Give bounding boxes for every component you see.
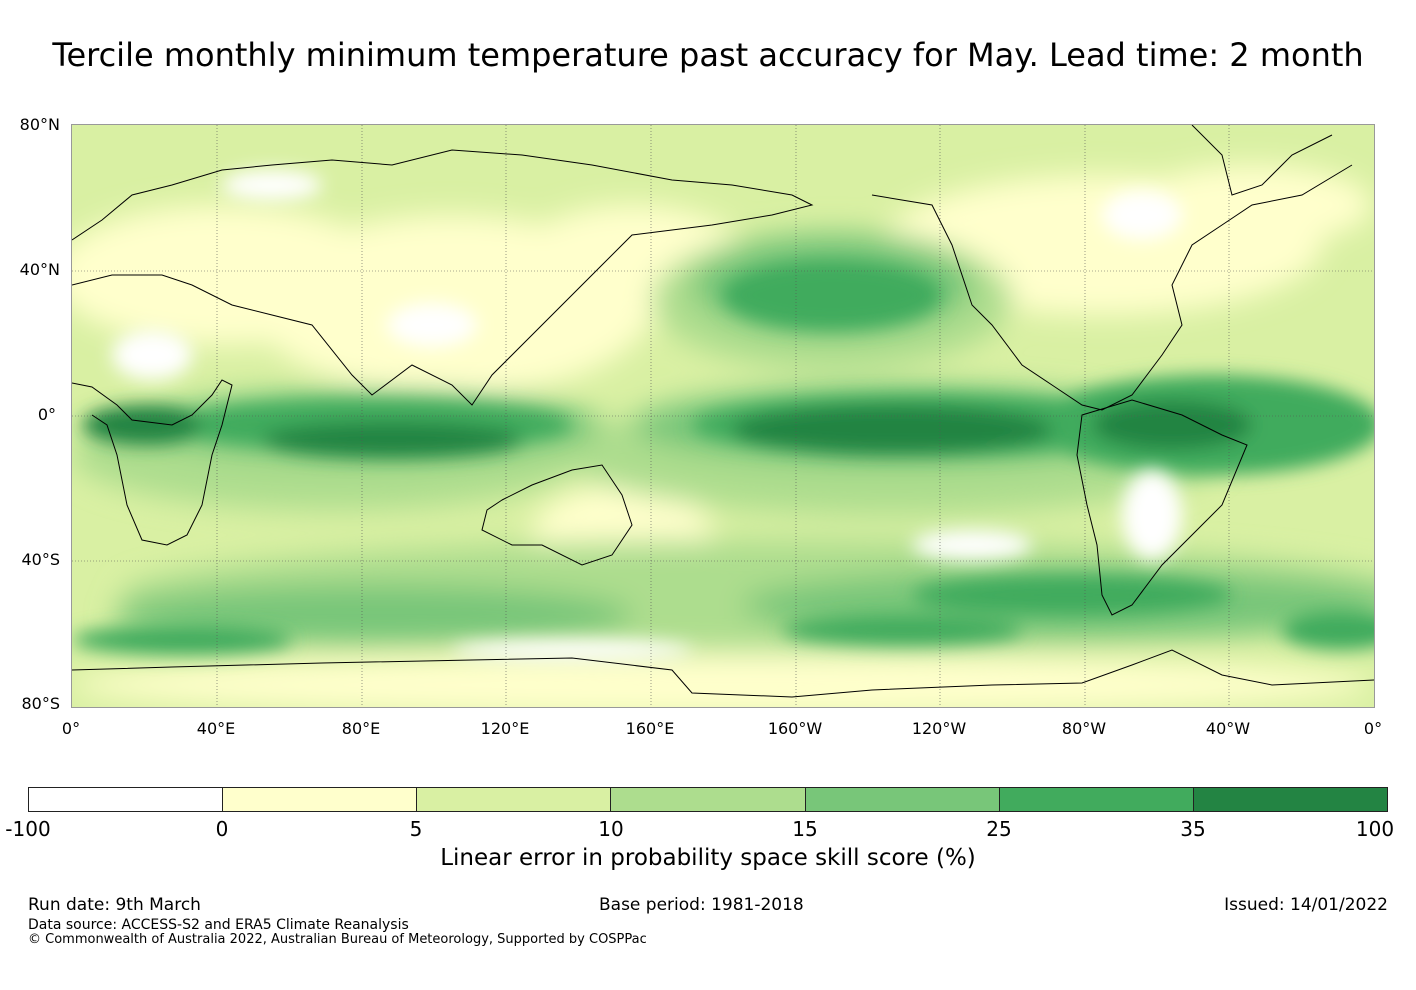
- lon-label-160e: 160°E: [625, 719, 675, 738]
- lon-label-120e: 120°E: [480, 719, 530, 738]
- lon-label-80e: 80°E: [341, 719, 381, 738]
- coast-antarctica: [72, 649, 1374, 698]
- negative-skill-patches: [112, 170, 1182, 660]
- colorbar-tick-6: 25: [986, 817, 1012, 841]
- lat-label-40n: 40°N: [19, 260, 60, 279]
- lon-label-0-left: 0°: [61, 719, 81, 738]
- data-source: Data source: ACCESS-S2 and ERA5 Climate …: [28, 917, 409, 933]
- coast-greenland: [1191, 125, 1333, 196]
- colorbar-tick-1: -100: [5, 817, 51, 841]
- colorbar-segment-7: [1193, 788, 1387, 811]
- coast-south-america: [1076, 399, 1248, 616]
- colorbar: [28, 787, 1388, 812]
- lon-label-160w: 160°W: [767, 719, 823, 738]
- skill-regions-high: [72, 260, 1374, 655]
- lat-label-80n: 80°N: [19, 115, 60, 134]
- run-date: Run date: 9th March: [28, 895, 201, 915]
- coast-africa: [72, 379, 233, 546]
- colorbar-tick-5: 15: [792, 817, 818, 841]
- colorbar-segment-5: [805, 788, 1000, 811]
- colorbar-tick-7: 35: [1180, 817, 1206, 841]
- lon-label-40w: 40°W: [1205, 719, 1251, 738]
- issued-date: Issued: 14/01/2022: [1224, 895, 1388, 915]
- lon-label-120w: 120°W: [911, 719, 967, 738]
- coast-north-america: [871, 164, 1353, 411]
- lon-label-40e: 40°E: [196, 719, 236, 738]
- copyright-notice: © Commonwealth of Australia 2022, Austra…: [28, 932, 647, 947]
- colorbar-segment-4: [611, 788, 806, 811]
- colorbar-tick-4: 10: [598, 817, 624, 841]
- colorbar-tick-2: 0: [215, 817, 229, 841]
- colorbar-segment-2: [223, 788, 418, 811]
- colorbar-tick-3: 5: [409, 817, 423, 841]
- coastlines: [72, 125, 1374, 698]
- skill-score-map: [71, 124, 1375, 708]
- map-title: Tercile monthly minimum temperature past…: [52, 36, 1364, 74]
- lat-label-40s: 40°S: [21, 550, 60, 569]
- lon-label-80w: 80°W: [1061, 719, 1107, 738]
- base-period: Base period: 1981-2018: [599, 895, 804, 915]
- lon-label-0-right: 0°: [1363, 719, 1383, 738]
- colorbar-segment-3: [417, 788, 612, 811]
- colorbar-label: Linear error in probability space skill …: [440, 845, 976, 871]
- coast-europe-asia: [72, 149, 814, 406]
- colorbar-tick-8: 100: [1355, 817, 1395, 841]
- coast-australia: [481, 464, 633, 566]
- map-canvas: [72, 125, 1374, 707]
- lat-label-0: 0°: [37, 405, 56, 424]
- colorbar-segment-1: [29, 788, 224, 811]
- colorbar-segment-6: [999, 788, 1194, 811]
- lat-label-80s: 80°S: [21, 694, 60, 713]
